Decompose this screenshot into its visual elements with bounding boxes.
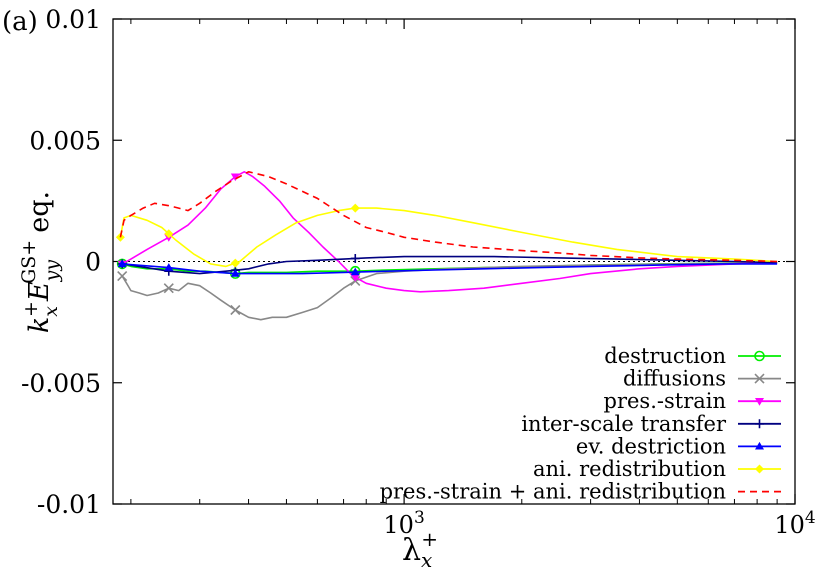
legend: destructiondiffusionspres.-straininter-s…: [380, 344, 781, 504]
series-layer: [115, 171, 778, 321]
legend-marker: [754, 373, 765, 384]
legend-marker: [755, 441, 764, 450]
y-axis-label: kx+EyyGS+eq.: [18, 191, 63, 333]
legend-marker: [755, 419, 764, 429]
series-line: [119, 207, 778, 268]
legend-label: ev. destriction: [576, 434, 726, 458]
panel-label: (a): [2, 7, 38, 37]
series-point-marker: [117, 259, 127, 268]
series-point-marker: [163, 283, 174, 294]
legend-label: diffusions: [623, 367, 726, 391]
series-line: [121, 171, 778, 293]
legend-marker: [755, 398, 764, 406]
plot-frame: [112, 18, 796, 505]
legend-label: destruction: [604, 344, 726, 368]
legend-label: pres.-strain + ani. redistribution: [380, 480, 726, 504]
y-tick-label: -0.005: [21, 369, 101, 398]
series-point-marker: [350, 274, 360, 282]
legend-label: pres.-strain: [604, 389, 726, 413]
series-point-marker: [350, 267, 360, 276]
x-tick-labels: 103 104: [383, 508, 815, 539]
series-point-marker: [117, 270, 128, 282]
x-axis-label: λx+: [402, 527, 438, 572]
y-tick-labels: 0.01 0.005 0 -0.005 -0.01: [21, 5, 101, 519]
series-4: [117, 259, 778, 277]
series-line: [122, 263, 778, 275]
x-tick-label: 103: [383, 508, 424, 539]
series-point-marker: [350, 203, 360, 213]
x-tick-label: 104: [774, 508, 815, 539]
series-point-marker: [230, 269, 240, 277]
series-point-marker: [164, 263, 174, 271]
y-tick-label: 0: [85, 248, 101, 277]
legend-marker: [755, 464, 764, 474]
series-line: [122, 255, 778, 275]
series-point-marker: [230, 258, 240, 268]
series-point-marker: [164, 229, 174, 239]
legend-marker: [754, 350, 765, 362]
series-point-marker: [230, 173, 240, 182]
series-point-marker: [230, 304, 241, 316]
legend-label: ani. redistribution: [533, 457, 726, 481]
y-tick-label: 0.005: [29, 126, 101, 155]
y-tick-label: -0.01: [37, 490, 101, 519]
series-point-marker: [350, 253, 360, 263]
legend-label: inter-scale transfer: [521, 412, 727, 436]
y-tick-label: 0.01: [45, 5, 101, 34]
